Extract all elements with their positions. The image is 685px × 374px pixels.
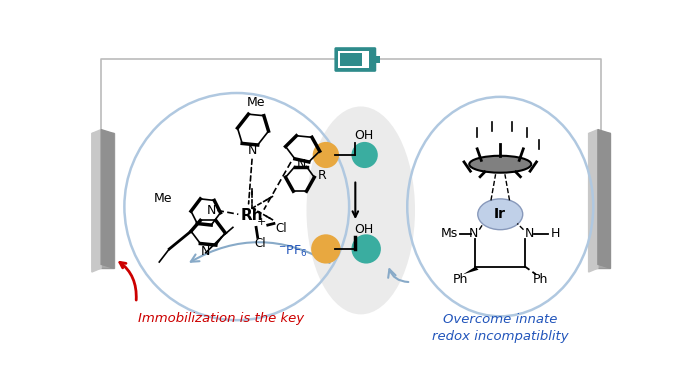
Text: +: + <box>257 217 266 227</box>
FancyBboxPatch shape <box>338 51 369 68</box>
Text: N: N <box>469 227 478 240</box>
Polygon shape <box>463 267 479 275</box>
Polygon shape <box>598 129 610 268</box>
Text: Ph: Ph <box>533 273 548 286</box>
Text: Ph: Ph <box>452 273 468 286</box>
FancyBboxPatch shape <box>92 134 114 268</box>
Circle shape <box>311 234 340 264</box>
FancyBboxPatch shape <box>375 56 380 63</box>
Text: N: N <box>201 245 210 258</box>
Text: Overcome innate
redox incompatiblity: Overcome innate redox incompatiblity <box>432 313 569 343</box>
FancyBboxPatch shape <box>334 47 376 72</box>
Text: Me: Me <box>247 96 265 109</box>
Text: Ms: Ms <box>440 227 458 240</box>
Text: $^{-}$PF$_6$: $^{-}$PF$_6$ <box>279 244 308 259</box>
Text: Rh: Rh <box>241 208 264 223</box>
Text: H: H <box>551 227 560 240</box>
FancyBboxPatch shape <box>340 53 362 67</box>
Polygon shape <box>101 129 114 268</box>
Text: R: R <box>318 169 327 182</box>
Text: Immobilization is the key: Immobilization is the key <box>138 312 304 325</box>
Text: N: N <box>247 144 257 157</box>
Polygon shape <box>92 129 101 272</box>
FancyArrowPatch shape <box>191 242 329 263</box>
Text: N: N <box>297 158 306 171</box>
Circle shape <box>351 234 381 264</box>
Text: N: N <box>206 204 216 217</box>
Ellipse shape <box>469 156 532 173</box>
Text: Cl: Cl <box>275 222 287 234</box>
FancyBboxPatch shape <box>588 134 610 268</box>
Text: OH: OH <box>355 129 374 142</box>
Text: Cl: Cl <box>254 237 266 250</box>
Text: OH: OH <box>355 223 374 236</box>
Ellipse shape <box>477 199 523 230</box>
FancyArrowPatch shape <box>388 269 408 282</box>
Text: N: N <box>525 227 534 240</box>
Circle shape <box>312 142 339 168</box>
Text: Me: Me <box>154 192 173 205</box>
Polygon shape <box>588 129 598 272</box>
Ellipse shape <box>306 107 415 315</box>
Text: Ir: Ir <box>495 207 506 221</box>
Circle shape <box>351 142 378 168</box>
